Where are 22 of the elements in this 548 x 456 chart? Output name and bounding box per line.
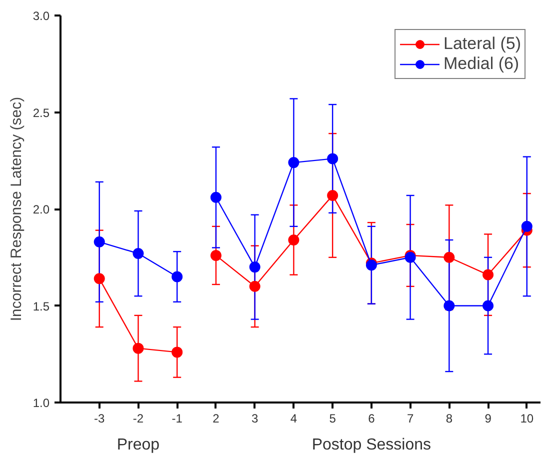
- x-tick-label: 3: [251, 412, 258, 426]
- x-tick-label: 4: [290, 412, 298, 426]
- y-tick-label: 1.5: [32, 299, 50, 314]
- x-tick-label: 10: [520, 412, 534, 426]
- legend-label: Lateral (5): [444, 34, 521, 54]
- text: Preop: [116, 436, 160, 454]
- x-tick-label: 5: [329, 412, 336, 426]
- text: Postop Sessions: [312, 436, 432, 454]
- y-tick-label: 2.0: [32, 202, 50, 216]
- x-tick-label: 6: [368, 412, 376, 426]
- y-tick-label: 2.5: [32, 106, 50, 120]
- y-tick-label: 3.0: [32, 9, 50, 23]
- x-tick-label: 7: [406, 412, 414, 426]
- x-tick-label: -2: [132, 412, 144, 426]
- x-tick-label: -1: [172, 412, 183, 426]
- x-tick-label: -3: [94, 412, 106, 426]
- x-tick-label: 8: [446, 412, 453, 426]
- y-axis-title: Incorrect Response Latency (sec): [8, 96, 25, 322]
- y-tick-label: 1.0: [32, 396, 50, 410]
- x-tick-label: 9: [484, 412, 492, 426]
- x-tick-label: 2: [212, 412, 220, 426]
- legend-label: Medial (6): [444, 54, 520, 74]
